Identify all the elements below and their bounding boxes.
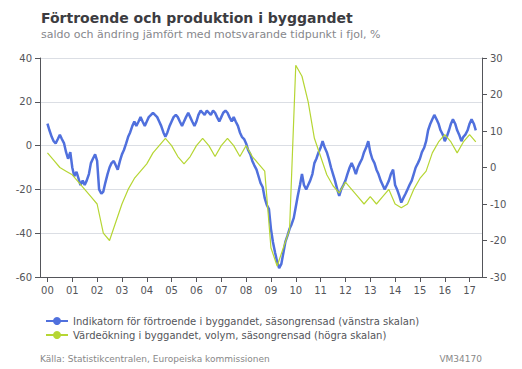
svg-text:04: 04 <box>140 285 153 296</box>
svg-text:-60: -60 <box>16 272 32 283</box>
svg-text:Indikatorn för förtroende i by: Indikatorn för förtroende i byggandet, s… <box>73 316 419 327</box>
svg-text:09: 09 <box>265 285 278 296</box>
svg-text:-20: -20 <box>490 235 506 246</box>
svg-text:12: 12 <box>339 285 352 296</box>
svg-text:saldo och ändring jämfört med: saldo och ändring jämfört med motsvarand… <box>41 28 381 41</box>
svg-text:14: 14 <box>389 285 402 296</box>
svg-text:07: 07 <box>215 285 228 296</box>
svg-text:20: 20 <box>19 96 32 107</box>
svg-text:15: 15 <box>414 285 427 296</box>
svg-text:VM34170: VM34170 <box>439 354 482 364</box>
svg-text:17: 17 <box>463 285 476 296</box>
svg-text:11: 11 <box>314 285 327 296</box>
svg-text:30: 30 <box>490 53 503 64</box>
svg-text:-10: -10 <box>490 199 506 210</box>
svg-text:00: 00 <box>41 285 54 296</box>
svg-text:0: 0 <box>26 140 32 151</box>
svg-text:10: 10 <box>490 126 503 137</box>
svg-text:0: 0 <box>490 162 496 173</box>
svg-text:-30: -30 <box>490 272 506 283</box>
svg-text:Källa: Statistikcentralen, Eur: Källa: Statistikcentralen, Europeiska ko… <box>40 354 270 364</box>
svg-text:20: 20 <box>490 89 503 100</box>
svg-text:-20: -20 <box>16 184 32 195</box>
svg-text:08: 08 <box>240 285 253 296</box>
svg-text:06: 06 <box>190 285 203 296</box>
svg-text:-40: -40 <box>16 228 32 239</box>
svg-text:03: 03 <box>116 285 129 296</box>
svg-text:02: 02 <box>91 285 104 296</box>
svg-text:10: 10 <box>289 285 302 296</box>
svg-text:16: 16 <box>438 285 451 296</box>
svg-text:Värdeökning i byggandet, volym: Värdeökning i byggandet, volym, säsongre… <box>73 330 386 341</box>
svg-text:Förtroende och produktion i by: Förtroende och produktion i byggandet <box>41 10 353 26</box>
svg-text:40: 40 <box>19 53 32 64</box>
svg-text:01: 01 <box>66 285 79 296</box>
svg-text:05: 05 <box>165 285 178 296</box>
svg-text:13: 13 <box>364 285 377 296</box>
